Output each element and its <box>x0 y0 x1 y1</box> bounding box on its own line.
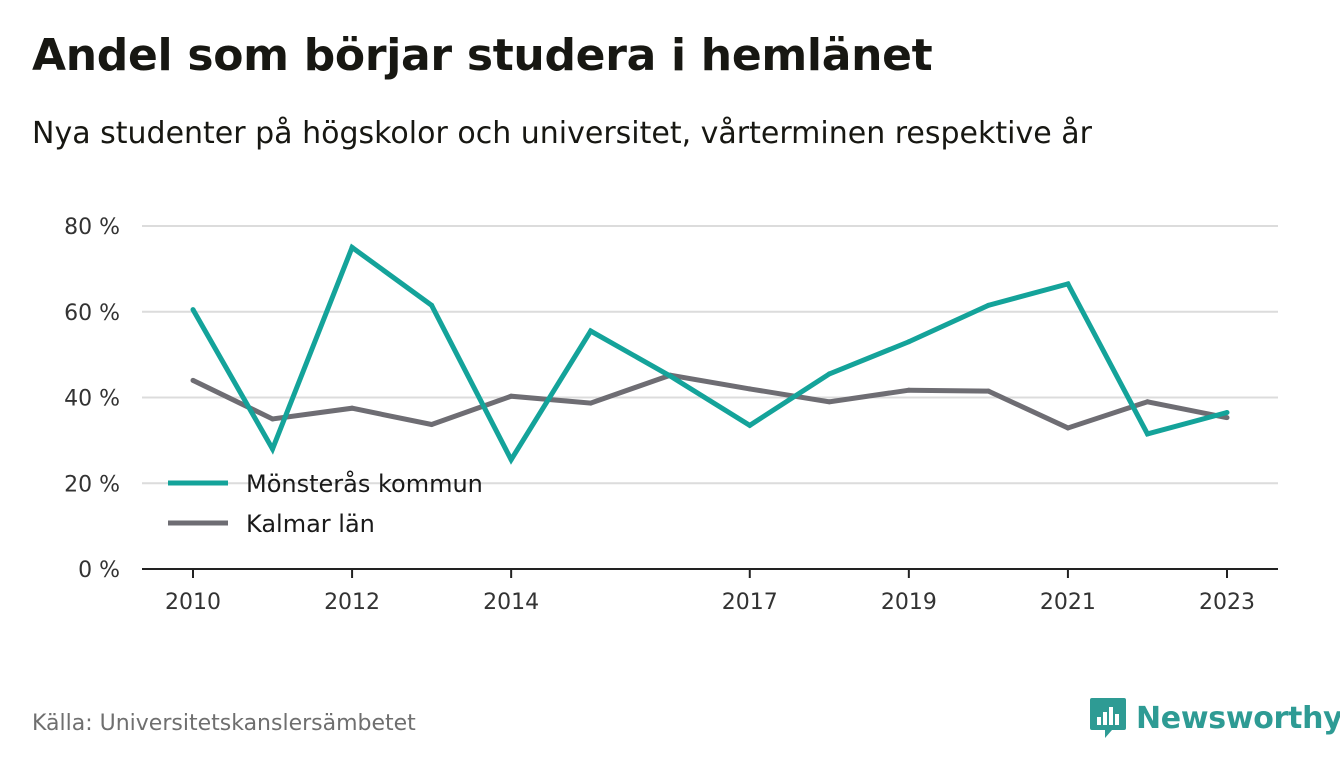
data-point <box>270 416 276 422</box>
x-tick-label: 2010 <box>165 590 221 615</box>
y-tick-label: 20 % <box>64 472 120 497</box>
data-point <box>270 446 276 452</box>
y-tick-label: 80 % <box>64 215 120 240</box>
data-point <box>190 307 196 313</box>
y-tick-label: 40 % <box>64 387 120 412</box>
data-point <box>588 400 594 406</box>
data-point <box>508 457 514 463</box>
y-tick-label: 0 % <box>78 558 120 583</box>
data-point <box>826 371 832 377</box>
data-point <box>1065 281 1071 287</box>
brand-logo[interactable]: Newsworthy <box>1088 696 1340 740</box>
x-tick-label: 2021 <box>1040 590 1096 615</box>
data-point <box>906 387 912 393</box>
x-tick-label: 2019 <box>881 590 937 615</box>
source-note: Källa: Universitetskanslersämbetet <box>32 711 416 736</box>
data-point <box>588 328 594 334</box>
legend-label: Kalmar län <box>246 510 375 538</box>
series-line-monsteras-kommun <box>190 243 1228 465</box>
x-axis-ticks: 2010 2012 2014 2017 2019 2021 2023 <box>165 569 1255 615</box>
x-tick-label: 2017 <box>722 590 778 615</box>
data-point <box>349 405 355 411</box>
data-point <box>1144 431 1150 437</box>
x-tick-label: 2012 <box>324 590 380 615</box>
series-line-kalmar-lan <box>191 372 1228 431</box>
data-point <box>985 388 991 394</box>
y-tick-label: 60 % <box>64 301 120 326</box>
data-point <box>747 422 753 428</box>
newsworthy-logo-icon <box>1090 698 1126 738</box>
gridlines <box>142 225 1278 485</box>
data-point <box>826 399 832 405</box>
data-point <box>747 386 753 392</box>
data-point <box>1224 415 1230 421</box>
legend-label: Mönsterås kommun <box>246 469 483 498</box>
data-point <box>906 339 912 345</box>
data-point <box>508 393 514 399</box>
data-point <box>429 302 435 308</box>
y-axis-ticks: 0 % 20 % 40 % 60 % 80 % <box>64 215 120 583</box>
data-point <box>1065 425 1071 431</box>
data-point <box>349 244 355 250</box>
data-point <box>985 302 991 308</box>
x-tick-label: 2023 <box>1199 590 1255 615</box>
brand-name: Newsworthy <box>1136 700 1340 736</box>
data-point <box>1224 410 1230 416</box>
x-tick-label: 2014 <box>483 590 539 615</box>
data-point <box>429 422 435 428</box>
chart-subtitle: Nya studenter på högskolor och universit… <box>32 116 1092 151</box>
legend: Mönsterås kommun Kalmar län <box>168 469 483 538</box>
series-lines <box>190 243 1230 465</box>
data-point <box>1144 399 1150 405</box>
data-point <box>190 377 196 383</box>
data-point <box>667 373 673 379</box>
chart-title: Andel som börjar studera i hemlänet <box>32 30 933 81</box>
line-chart: 0 % 20 % 40 % 60 % 80 % 2010 2012 2014 2017 2019… <box>64 215 1278 615</box>
